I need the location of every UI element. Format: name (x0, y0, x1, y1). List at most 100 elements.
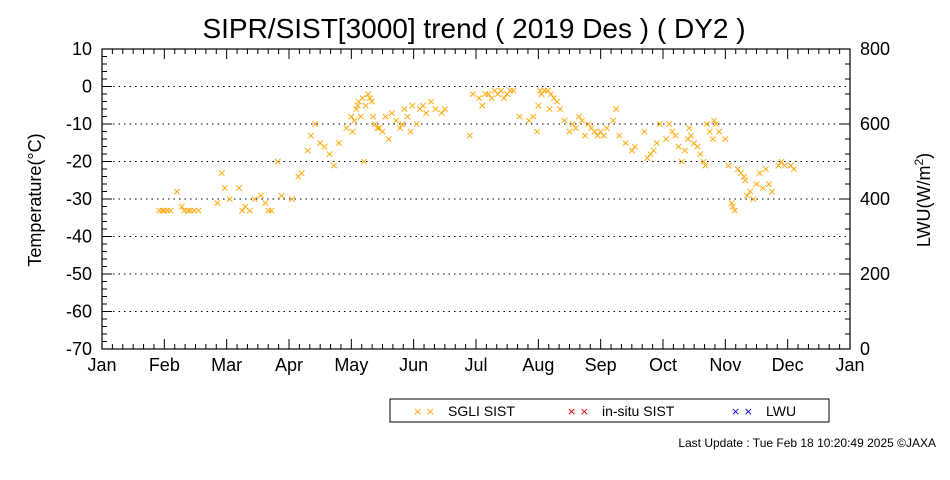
data-point: × (537, 88, 546, 101)
data-point: × (342, 121, 351, 134)
data-point: × (524, 114, 533, 127)
data-point: × (465, 129, 474, 142)
data-point: × (665, 118, 674, 131)
data-point: × (406, 125, 415, 138)
data-point: × (741, 174, 750, 187)
data-point: × (400, 103, 409, 116)
data-point: × (532, 125, 541, 138)
data-point: × (364, 88, 373, 101)
data-point: × (370, 118, 379, 131)
data-point: × (652, 136, 661, 149)
data-point: × (160, 204, 169, 217)
legend-label: LWU (766, 403, 796, 419)
data-point: × (509, 84, 518, 97)
data-point: × (615, 129, 624, 142)
data-point: × (155, 204, 164, 217)
y-tick-label: -50 (66, 264, 92, 284)
data-point: × (683, 133, 692, 146)
data-point: × (172, 185, 181, 198)
legend-marker: × × (567, 405, 589, 418)
data-point: × (277, 189, 286, 202)
data-point: × (565, 125, 574, 138)
data-point: × (534, 99, 543, 112)
data-point: × (580, 129, 589, 142)
x-tick-label: Sep (585, 355, 617, 375)
data-point: × (369, 110, 378, 123)
data-point: × (560, 114, 569, 127)
data-point: × (180, 204, 189, 217)
data-point: × (655, 118, 664, 131)
x-tick-label: Jan (87, 355, 116, 375)
legend-marker: × × (413, 405, 435, 418)
data-point: × (235, 181, 244, 194)
x-tick-label: Jun (399, 355, 428, 375)
data-point: × (668, 125, 677, 138)
axis-ticks (101, 48, 851, 350)
data-point: × (415, 103, 424, 116)
chart-title: SIPR/SIST[3000] trend ( 2019 Des ) ( DY2… (202, 13, 745, 44)
data-point: × (568, 118, 577, 131)
data-point: × (381, 110, 390, 123)
data-point: × (375, 121, 384, 134)
data-point: × (213, 196, 222, 209)
data-point: × (749, 193, 758, 206)
data-point: × (671, 129, 680, 142)
data-point: × (329, 159, 338, 172)
data-point: × (261, 196, 270, 209)
data-point: × (545, 103, 554, 116)
legend-label: in-situ SIST (602, 403, 675, 419)
y-tick-label: -60 (66, 302, 92, 322)
x-tick-label: Aug (522, 355, 554, 375)
data-point: × (758, 181, 767, 194)
data-point: × (294, 170, 303, 183)
data-point: × (515, 110, 524, 123)
data-point: × (384, 133, 393, 146)
data-point: × (577, 114, 586, 127)
y2-tick-label: 200 (860, 264, 890, 284)
data-point: × (481, 88, 490, 101)
data-point: × (733, 163, 742, 176)
data-point: × (702, 118, 711, 131)
data-point: × (662, 133, 671, 146)
data-point: × (194, 204, 203, 217)
data-point: × (177, 200, 186, 213)
data-point: × (536, 84, 545, 97)
data-point: × (437, 106, 446, 119)
data-point: × (352, 103, 361, 116)
data-point: × (468, 88, 477, 101)
data-point: × (373, 121, 382, 134)
data-point: × (701, 159, 710, 172)
data-point: × (288, 193, 297, 206)
data-point: × (728, 200, 737, 213)
y2-tick-label: 400 (860, 189, 890, 209)
data-point: × (685, 121, 694, 134)
data-point: × (612, 103, 621, 116)
y2-axis-title-main: LWU(W/m (914, 166, 934, 248)
data-point: × (506, 84, 515, 97)
x-tick-label: Mar (211, 355, 242, 375)
y2-axis-title-superscript: 2 (912, 159, 926, 166)
data-point: × (225, 193, 234, 206)
data-point: × (490, 84, 499, 97)
data-point: × (475, 91, 484, 104)
data-point: × (690, 136, 699, 149)
y2-axis-title: LWU(W/m2) (912, 153, 934, 247)
tick-labels: 100-10-20-30-40-50-60-708006004002000Jan… (66, 39, 890, 375)
data-point: × (412, 118, 421, 131)
data-point: × (789, 163, 798, 176)
data-point: × (708, 133, 717, 146)
data-point: × (186, 204, 195, 217)
data-point: × (552, 95, 561, 108)
data-point: × (711, 118, 720, 131)
data-point: × (311, 118, 320, 131)
x-tick-label: May (334, 355, 368, 375)
data-point: × (297, 166, 306, 179)
data-point: × (220, 181, 229, 194)
y-tick-label: -40 (66, 227, 92, 247)
data-point: × (267, 204, 276, 217)
data-point: × (350, 114, 359, 127)
x-tick-label: Dec (772, 355, 804, 375)
data-point: × (680, 144, 689, 157)
data-point: × (761, 163, 770, 176)
data-points: ××××××××××××××××××××××××××× ×××××××××××××… (155, 84, 799, 217)
